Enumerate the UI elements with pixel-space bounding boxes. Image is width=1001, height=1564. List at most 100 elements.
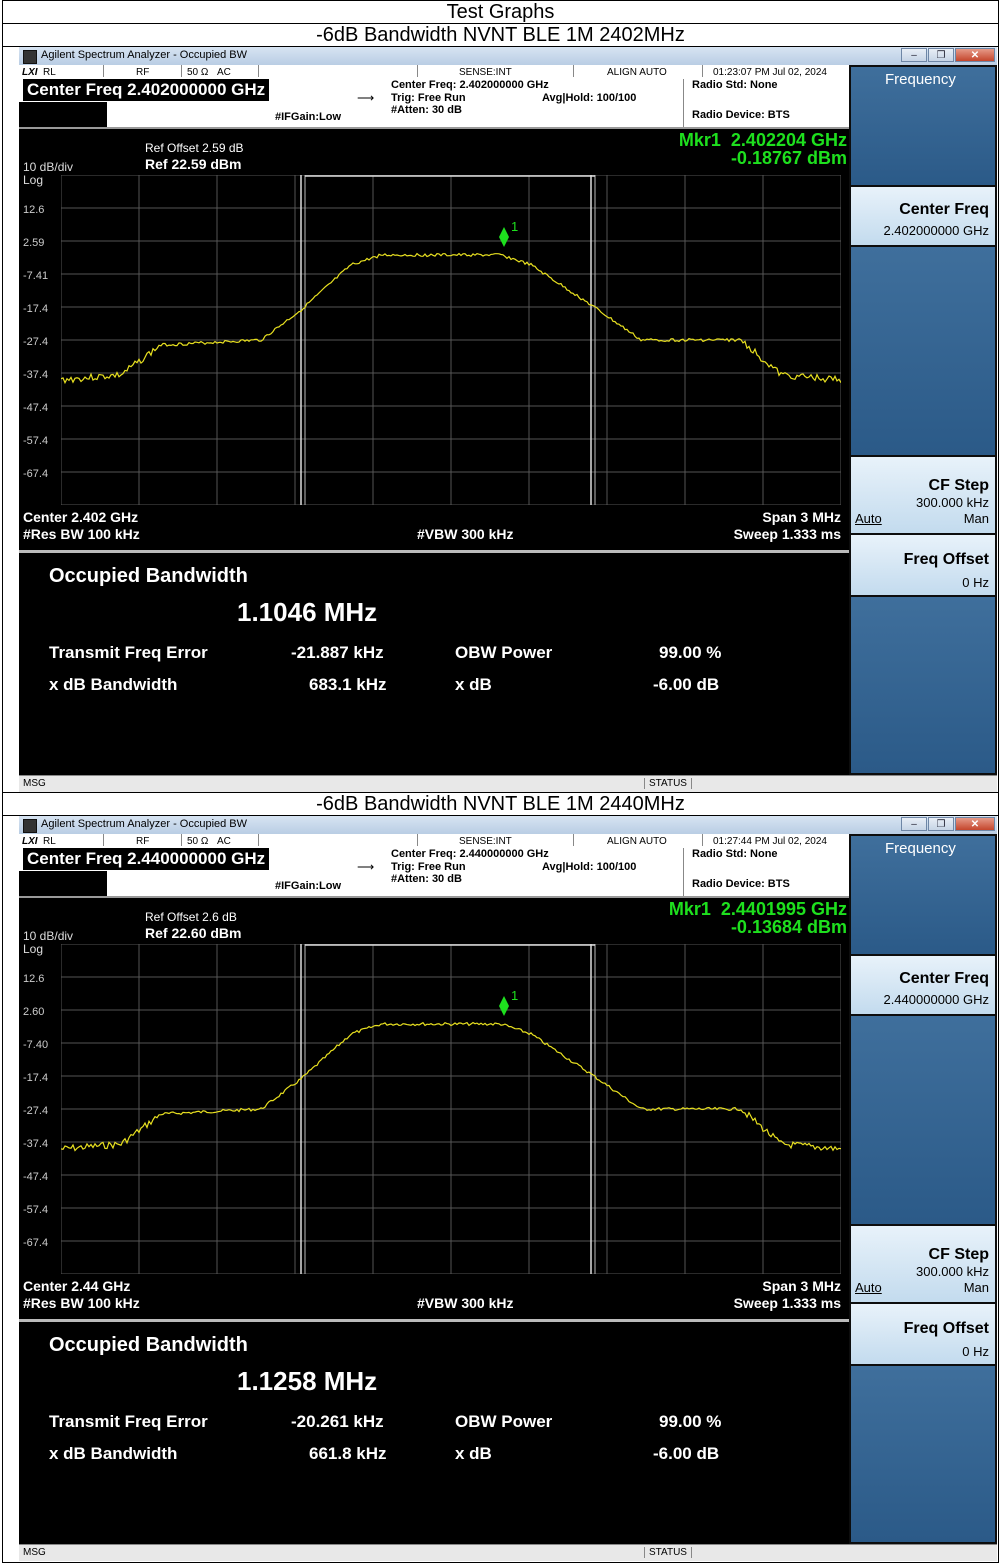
divider <box>19 550 849 553</box>
scale-type-label: Log <box>23 173 44 187</box>
window-title: Agilent Spectrum Analyzer - Occupied BW <box>41 818 248 830</box>
auto-option[interactable]: Auto <box>855 511 882 526</box>
softkey-value: 2.402000000 GHz <box>883 223 989 238</box>
radio-device-label: Radio Device: BTS <box>692 878 790 890</box>
minimize-icon[interactable]: – <box>901 48 927 62</box>
restore-icon[interactable]: ❐ <box>928 48 954 62</box>
rl-label: RL <box>43 836 56 847</box>
rl-label: RL <box>43 67 56 78</box>
close-icon[interactable]: ✕ <box>955 817 995 831</box>
status-bar: MSG STATUS <box>19 1544 997 1561</box>
y-tick: -47.4 <box>23 402 49 414</box>
man-option[interactable]: Man <box>963 511 989 526</box>
span-label: Span 3 MHz <box>762 509 841 525</box>
timestamp: 01:23:07 PM Jul 02, 2024 <box>713 67 827 78</box>
spectrum-plot-area: Ref Offset 2.6 dB Ref 22.60 dBm 10 dB/di… <box>19 896 849 1311</box>
scale-type-label: Log <box>23 942 44 956</box>
close-icon[interactable]: ✕ <box>955 48 995 62</box>
obw-power-value: 99.00 % <box>659 1412 722 1431</box>
softkey-center-freq[interactable]: Center Freq 2.402000000 GHz <box>851 187 995 245</box>
impedance-label: 50 Ω <box>187 67 209 78</box>
marker-readout: Mkr1 2.4401995 GHz <box>669 900 847 918</box>
y-tick: -27.4 <box>23 1105 49 1117</box>
marker-label: Mkr1 <box>678 130 721 150</box>
center-freq-display: Center Freq 2.440000000 GHz <box>23 848 270 870</box>
xdb-label: x dB <box>455 1444 492 1463</box>
obw-power-value: 99.00 % <box>659 643 722 662</box>
softkey-value: 0 Hz <box>962 1344 989 1359</box>
coupling-label: AC <box>217 836 231 847</box>
y-tick: -57.4 <box>23 1204 49 1216</box>
softkey-label: Freq Offset <box>903 551 989 568</box>
center-freq-small: Center Freq: 2.402000000 GHz <box>391 79 549 91</box>
spectrum-trace <box>61 252 841 385</box>
y-tick: -27.4 <box>23 336 49 348</box>
y-tick: 12.6 <box>23 973 45 985</box>
xdb-value: -6.00 dB <box>653 1444 720 1463</box>
spectrum-trace <box>61 1021 841 1152</box>
softkey-cf-step[interactable]: CF Step 300.000 kHz Auto Man <box>851 457 995 533</box>
rf-label: RF <box>136 67 150 78</box>
marker-label: Mkr1 <box>668 899 711 919</box>
xdb-bw-value: 661.8 kHz <box>309 1444 387 1463</box>
softkey-freq-offset[interactable]: Freq Offset 0 Hz <box>851 1304 995 1364</box>
graph-caption-2: -6dB Bandwidth NVNT BLE 1M 2440MHz <box>3 793 998 816</box>
marker-freq: 2.402204 GHz <box>730 130 847 150</box>
window-title: Agilent Spectrum Analyzer - Occupied BW <box>41 49 248 61</box>
spectrum-analyzer-window-2: Agilent Spectrum Analyzer - Occupied BW … <box>19 816 997 1561</box>
center-label: Center 2.44 GHz <box>23 1278 131 1294</box>
ref-offset: Ref Offset 2.59 dB <box>145 141 244 155</box>
softkey-label: CF Step <box>928 1246 989 1263</box>
app-icon <box>23 819 37 833</box>
settings-infobar: LXI RL RF 50 Ω AC Center Freq 2.44000000… <box>19 834 849 896</box>
arrow-icon: ⟶ <box>357 860 375 874</box>
center-freq-small: Center Freq: 2.440000000 GHz <box>391 848 549 860</box>
atten-label: #Atten: 30 dB <box>391 873 462 885</box>
rf-label: RF <box>136 836 150 847</box>
status-label: STATUS <box>644 1547 692 1558</box>
softkey-label: Center Freq <box>899 201 989 218</box>
timestamp: 01:27:44 PM Jul 02, 2024 <box>713 836 827 847</box>
softkey-cf-step[interactable]: CF Step 300.000 kHz Auto Man <box>851 1226 995 1302</box>
avg-hold-label: Avg|Hold: 100/100 <box>542 861 637 873</box>
y-tick: -67.4 <box>23 1237 49 1249</box>
coupling-label: AC <box>217 67 231 78</box>
softkey-blank <box>851 1016 995 1224</box>
xdb-bw-label: x dB Bandwidth <box>49 1444 178 1463</box>
window-titlebar: Agilent Spectrum Analyzer - Occupied BW … <box>19 816 997 835</box>
align-label: ALIGN AUTO <box>607 836 667 847</box>
y-tick: -67.4 <box>23 468 49 480</box>
minimize-icon[interactable]: – <box>901 817 927 831</box>
ifgain-label: #IFGain:Low <box>275 880 341 892</box>
res-bw-label: #Res BW 100 kHz <box>23 526 140 542</box>
radio-std-label: Radio Std: None <box>692 79 778 91</box>
softkey-frequency-menu: Frequency <box>851 67 995 185</box>
scale-label: 10 dB/div <box>23 929 74 943</box>
softkey-blank <box>851 1366 995 1542</box>
occupied-bw-value: 1.1258 MHz <box>237 1366 378 1396</box>
marker-readout: Mkr1 2.402204 GHz <box>679 131 847 149</box>
y-tick: 2.60 <box>23 1006 45 1018</box>
graph-cell-1: Agilent Spectrum Analyzer - Occupied BW … <box>3 47 998 793</box>
softkey-center-freq[interactable]: Center Freq 2.440000000 GHz <box>851 956 995 1014</box>
tfe-value: -20.261 kHz <box>291 1412 384 1431</box>
spectrum-plot-area: Ref Offset 2.59 dB Ref 22.59 dBm 10 dB/d… <box>19 127 849 542</box>
occupied-bw-value: 1.1046 MHz <box>237 597 378 627</box>
softkey-freq-offset[interactable]: Freq Offset 0 Hz <box>851 535 995 595</box>
vbw-label: #VBW 300 kHz <box>417 526 514 542</box>
impedance-label: 50 Ω <box>187 836 209 847</box>
results-panel: Occupied Bandwidth 1.1046 MHz Transmit F… <box>19 553 849 757</box>
graph-cell-2: Agilent Spectrum Analyzer - Occupied BW … <box>3 816 998 1562</box>
softkey-label: Center Freq <box>899 970 989 987</box>
softkey-panel: Frequency Center Freq 2.440000000 GHz CF… <box>849 834 997 1544</box>
xdb-value: -6.00 dB <box>653 675 720 694</box>
center-label: Center 2.402 GHz <box>23 509 139 525</box>
restore-icon[interactable]: ❐ <box>928 817 954 831</box>
ifgain-label: #IFGain:Low <box>275 111 341 123</box>
auto-option[interactable]: Auto <box>855 1280 882 1295</box>
man-option[interactable]: Man <box>963 1280 989 1295</box>
black-block <box>19 102 107 127</box>
softkey-label: CF Step <box>928 477 989 494</box>
spectrum-trace-plot: 1 <box>61 944 841 1274</box>
y-tick: -47.4 <box>23 1171 49 1183</box>
